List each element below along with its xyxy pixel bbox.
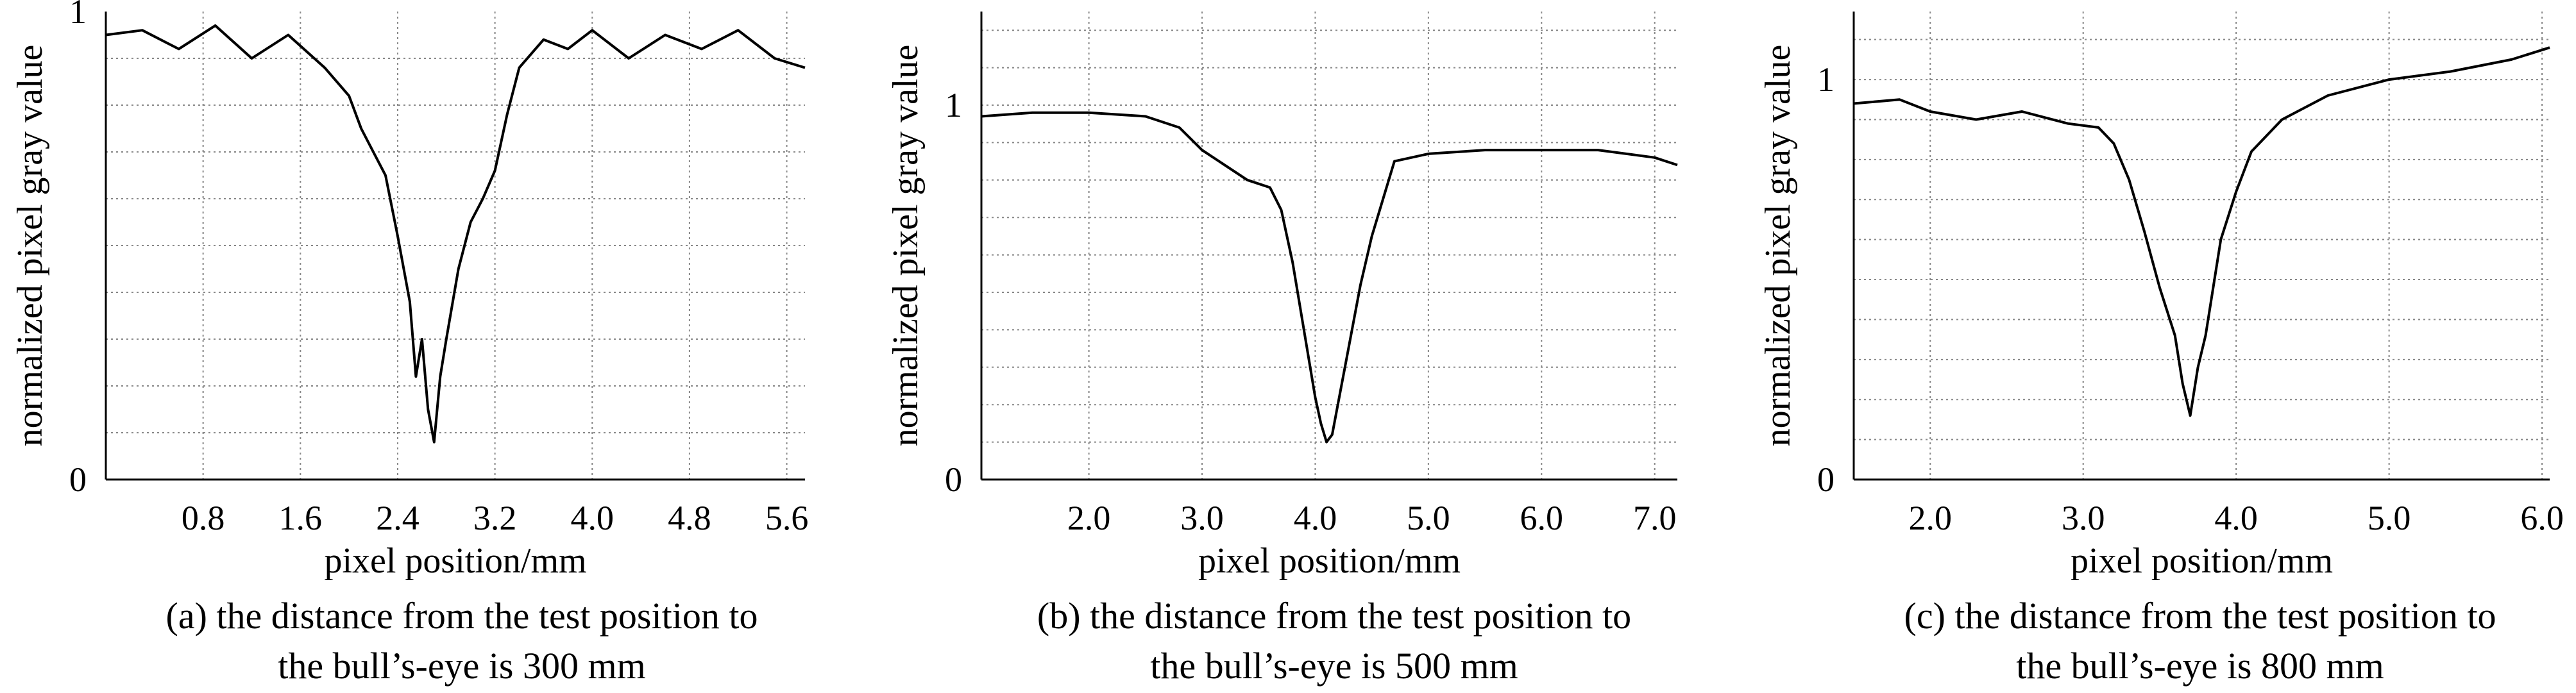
y-axis-label-c: normalized pixel gray value [1758,45,1798,447]
x-axis-label-a: pixel position/mm [324,541,586,581]
x-tick-label-c-2: 4.0 [2214,499,2258,537]
x-tick-label-c-1: 3.0 [2062,499,2105,537]
x-axis-label-c: pixel position/mm [2071,541,2333,581]
chart-a: 0.8 1.6 2.4 3.2 4.0 4.8 5.6 0 1 pixel position/mm… [10,0,808,581]
x-tick-label-c-4: 6.0 [2520,499,2564,537]
series-line-a-0 [105,24,806,444]
x-axis-label-b: pixel position/mm [1198,541,1461,581]
caption-b-line2: the bull’s-eye is 500 mm [1150,645,1518,687]
x-tick-label-b-5: 7.0 [1633,499,1677,537]
x-tick-label-a-4: 4.0 [571,499,614,537]
y-axis-label-a: normalized pixel gray value [10,45,50,447]
x-tick-label-b-4: 6.0 [1520,499,1564,537]
series-line-b-0 [981,111,1678,444]
x-tick-label-a-6: 5.6 [765,499,809,537]
chart-b: 2.0 3.0 4.0 5.0 6.0 7.0 0 1 pixel position/mm nor… [886,12,1678,581]
x-tick-label-a-5: 4.8 [668,499,711,537]
y-tick-label-c-0: 0 [1817,460,1835,499]
y-tick-label-a-0: 0 [69,460,87,499]
caption-c-line1: (c) the distance from the test position … [1904,595,2496,637]
y-tick-label-c-1: 1 [1817,60,1835,99]
caption-a-line1: (a) the distance from the test position … [165,595,758,637]
x-tick-label-a-0: 0.8 [182,499,225,537]
y-tick-label-a-1: 1 [69,0,87,31]
x-tick-label-a-1: 1.6 [279,499,323,537]
caption-c-line2: the bull’s-eye is 800 mm [2016,645,2384,687]
y-tick-label-b-0: 0 [945,460,962,499]
caption-b-line1: (b) the distance from the test position … [1037,595,1632,637]
y-tick-label-b-1: 1 [945,86,962,124]
x-tick-label-a-2: 2.4 [376,499,419,537]
chart-c: 2.0 3.0 4.0 5.0 6.0 0 1 pixel position/mm normal… [1758,12,2564,581]
x-tick-label-b-0: 2.0 [1067,499,1111,537]
x-tick-label-b-1: 3.0 [1180,499,1224,537]
x-tick-label-b-3: 5.0 [1407,499,1450,537]
x-tick-label-b-2: 4.0 [1294,499,1337,537]
y-axis-label-b: normalized pixel gray value [886,45,926,447]
x-tick-label-c-3: 5.0 [2368,499,2411,537]
x-tick-label-a-3: 3.2 [473,499,517,537]
series-line-c-0 [1853,46,2550,417]
caption-a-line2: the bull’s-eye is 300 mm [278,645,646,687]
x-tick-label-c-0: 2.0 [1908,499,1952,537]
